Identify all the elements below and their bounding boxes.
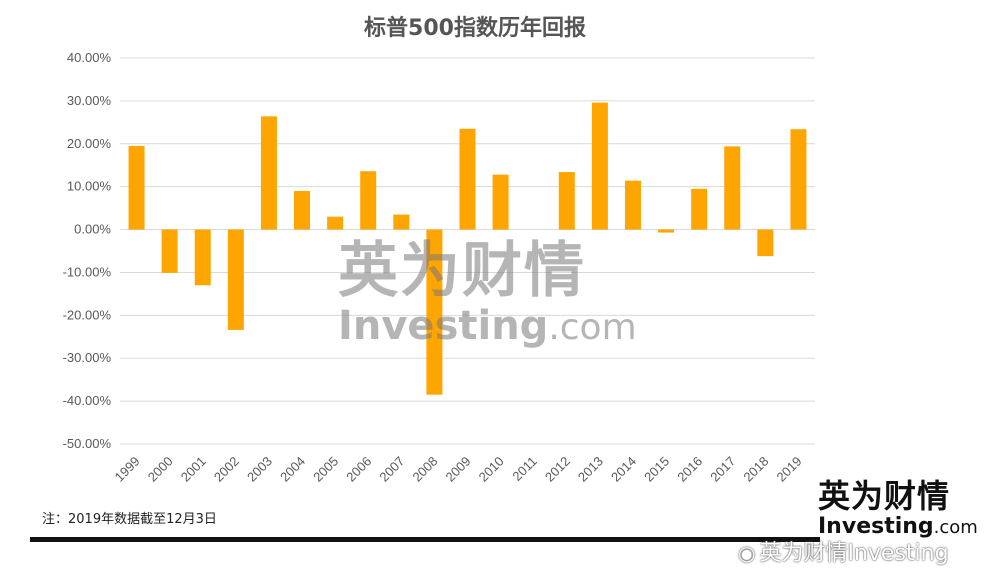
x-tick-label: 2001 — [178, 454, 209, 485]
logo-cn: 英为财情 — [818, 477, 951, 515]
x-tick-label: 2002 — [211, 454, 242, 485]
bar-2010 — [492, 174, 509, 230]
bar-2006 — [360, 171, 377, 230]
logo-en: Investing.com — [818, 514, 998, 541]
weibo-icon: ◉ — [738, 541, 756, 565]
bar-2019 — [790, 129, 807, 230]
x-tick-label: 2009 — [443, 454, 474, 485]
bar-2016 — [691, 188, 708, 230]
x-tick-label: 2013 — [575, 454, 606, 485]
grid-lines — [120, 57, 815, 445]
x-tick-label: 2014 — [608, 454, 639, 485]
y-tick-label: -20.00% — [63, 307, 112, 322]
bottom-divider — [30, 537, 820, 542]
y-tick-label: -50.00% — [63, 436, 112, 451]
bar-2018 — [757, 229, 774, 257]
bar-2004 — [294, 190, 311, 230]
bar-2007 — [393, 214, 410, 230]
weibo-handle: 英为财情Investing — [759, 541, 949, 566]
footnote: 注：2019年数据截至12月3日 — [42, 512, 217, 527]
y-tick-label: 20.00% — [67, 136, 112, 151]
y-tick-label: -40.00% — [63, 393, 112, 408]
y-tick-label: 10.00% — [67, 179, 112, 194]
bar-2009 — [459, 128, 476, 230]
x-tick-label: 2005 — [310, 454, 341, 485]
x-tick-label: 2017 — [707, 454, 738, 485]
y-tick-label: 30.00% — [67, 93, 112, 108]
x-tick-label: 2011 — [509, 454, 539, 484]
x-tick-label: 2003 — [244, 454, 275, 485]
x-tick-label: 2010 — [476, 454, 507, 485]
x-tick-label: 2008 — [409, 454, 440, 485]
y-tick-label: 40.00% — [67, 50, 112, 65]
x-tick-label: 1999 — [112, 454, 143, 485]
x-tick-label: 2018 — [740, 454, 771, 485]
bar-2008 — [426, 229, 443, 395]
bar-1999 — [128, 145, 145, 230]
bar-2017 — [724, 146, 741, 230]
x-tick-label: 2007 — [376, 454, 407, 485]
bar-2002 — [227, 229, 244, 330]
chart-title: 标普500指数历年回报 — [364, 16, 586, 41]
bar-2005 — [327, 216, 344, 230]
bar-2001 — [194, 229, 211, 286]
bar-chart: 40.00% 30.00% 20.00% 10.00% 0.00% -10.00% -20.… — [63, 50, 815, 485]
bar-2014 — [624, 180, 641, 230]
x-tick-label: 2000 — [145, 454, 176, 485]
x-axis-ticks: 1999 2000 2001 2002 2003 2004 2005 2006 2007 2008… — [112, 454, 805, 485]
y-axis-ticks: 40.00% 30.00% 20.00% 10.00% 0.00% -10.00% -20.… — [63, 50, 112, 451]
bar-2003 — [260, 116, 277, 230]
x-tick-label: 2015 — [641, 454, 672, 485]
bar-2000 — [161, 229, 178, 273]
weibo-watermark: ◉ 英为财情Investing — [738, 535, 949, 567]
x-tick-label: 2012 — [542, 454, 573, 485]
bar-2012 — [558, 172, 575, 230]
y-tick-label: 0.00% — [74, 222, 111, 237]
bars — [128, 102, 807, 395]
logo-en-suffix: .com — [933, 517, 978, 538]
y-tick-label: -30.00% — [63, 350, 112, 365]
bar-2015 — [658, 229, 675, 233]
x-tick-label: 2004 — [277, 454, 308, 485]
x-tick-label: 2006 — [343, 454, 374, 485]
y-tick-label: -10.00% — [63, 264, 112, 279]
bar-2013 — [591, 102, 608, 230]
brand-logo: 英为财情 Investing.com — [818, 478, 998, 541]
x-tick-label: 2019 — [774, 454, 805, 485]
logo-en-main: Investing — [818, 514, 934, 539]
x-tick-label: 2016 — [674, 454, 705, 485]
